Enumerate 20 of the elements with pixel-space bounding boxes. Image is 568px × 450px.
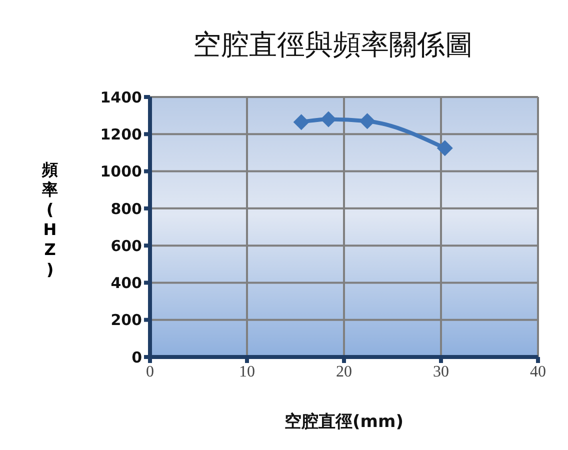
y-tick-label: 400 (110, 274, 142, 292)
y-tick-label: 1400 (100, 88, 142, 106)
y-tick-label: 1200 (100, 125, 142, 144)
y-tick-label: 600 (110, 236, 142, 255)
point (436, 140, 453, 156)
point (320, 111, 336, 128)
x-tick-label: 10 (239, 363, 255, 380)
y-tick-label: 1000 (100, 162, 142, 181)
x-tick-label: 40 (530, 363, 546, 380)
x-tick-label: 20 (336, 363, 352, 380)
x-tick-label: 30 (433, 363, 449, 380)
y-axis-title: 頻率(HZ) (40, 160, 59, 280)
y-tick-label: 0 (132, 348, 142, 366)
y-tick-label: 800 (110, 200, 142, 218)
y-tick-label: 200 (110, 311, 142, 330)
point (359, 113, 376, 130)
chart-title: 空腔直徑與頻率關係圖 (192, 27, 474, 63)
x-axis-title: 空腔直徑(mm) (284, 412, 404, 432)
x-tick-label: 0 (146, 363, 154, 380)
point (293, 114, 310, 130)
